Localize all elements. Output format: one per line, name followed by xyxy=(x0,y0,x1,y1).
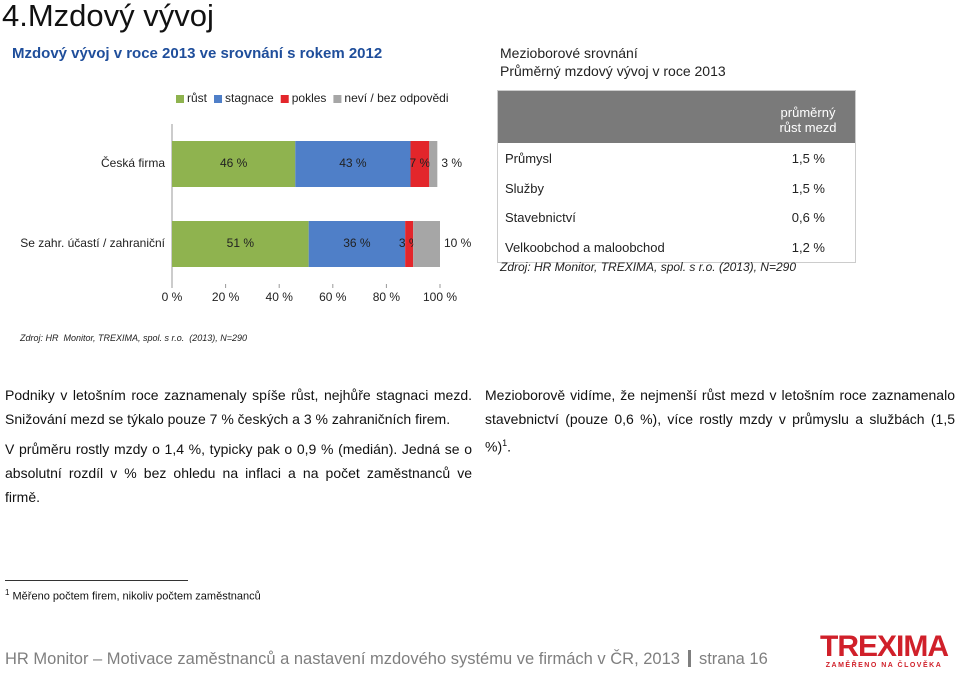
right-title: Mezioborové srovnání Průměrný mzdový výv… xyxy=(500,44,726,80)
legend-swatch xyxy=(333,95,342,103)
left-title: Mzdový vývoj v roce 2013 ve srovnání s r… xyxy=(12,45,383,62)
x-tick-label: 0 % xyxy=(162,290,183,304)
note-ref: 1 xyxy=(502,438,508,448)
x-tick-label: 20 % xyxy=(212,290,240,304)
table-header-line: průměrný xyxy=(780,105,836,120)
footer-text: HR Monitor – Motivace zaměstnanců a nast… xyxy=(5,650,680,668)
table-header-line: růst mezd xyxy=(779,120,837,135)
table: průměrný růst mezd Průmysl 1,5 % Služby 1,5… xyxy=(497,90,856,263)
page-number: strana 16 xyxy=(698,650,768,668)
table-row: Velkoobchod a maloobchod 1,2 % xyxy=(498,232,855,262)
legend-swatch xyxy=(176,95,184,103)
legend-label: pokles xyxy=(292,91,327,105)
bar-segment xyxy=(405,221,414,267)
paragraph-end: . xyxy=(507,438,512,455)
category-label: Se zahr. účastí / zahraniční xyxy=(20,236,165,250)
right-title-line: Průměrný mzdový vývoj v roce 2013 xyxy=(500,63,726,79)
value-label: 36 % xyxy=(343,236,371,250)
paragraph-text: Mezioborově vidíme, že nejmenší růst mez… xyxy=(485,387,955,455)
table-label: Velkoobchod a maloobchod xyxy=(505,239,665,255)
table-source: Zdroj: HR Monitor, TREXIMA, spol. s r.o.… xyxy=(500,260,796,274)
table-header: průměrný růst mezd xyxy=(498,91,855,143)
text-right: Mezioborově vidíme, že nejmenší růst mez… xyxy=(485,383,955,459)
value-label: 51 % xyxy=(227,236,255,250)
table-label: Průmysl xyxy=(505,151,552,166)
value-label: 43 % xyxy=(339,156,367,170)
value-label: 46 % xyxy=(220,156,248,170)
legend-swatch xyxy=(214,95,223,103)
footnote: 1 Měřeno počtem firem, nikoliv počtem za… xyxy=(5,588,261,603)
x-tick-label: 100 % xyxy=(423,290,457,304)
bar-segment xyxy=(295,141,411,187)
bar-segment xyxy=(172,221,309,267)
footnote-mark: 1 xyxy=(5,588,10,597)
value-label: 10 % xyxy=(444,236,472,250)
table-row: Průmysl 1,5 % xyxy=(498,143,855,173)
legend-label: neví / bez odpovědi xyxy=(344,91,448,105)
value-label: 3 % xyxy=(441,156,462,170)
logo: TREXIMA ZAMĚŘENO NA ČLOVĚKA xyxy=(820,630,949,670)
chart: 0 % 20 % 40 % 60 % 80 % 100 % růst stagnace pokl… xyxy=(20,91,472,304)
bar-segment xyxy=(410,141,430,187)
logo-tagline: ZAMĚŘENO NA ČLOVĚKA xyxy=(825,662,943,669)
footnote-text: Měřeno počtem firem, nikoliv počtem zamě… xyxy=(12,590,261,603)
table-value: 1,2 % xyxy=(791,239,825,255)
table-value: 0,6 % xyxy=(791,210,825,225)
x-tick-label: 80 % xyxy=(373,290,401,304)
x-tick-label: 60 % xyxy=(319,290,347,304)
right-title-line: Mezioborové srovnání xyxy=(500,45,638,61)
footnote-rule xyxy=(5,580,188,581)
table-row: Stavebnictví 0,6 % xyxy=(498,202,855,232)
paragraph: Podniky v letošním roce zaznamenaly spíš… xyxy=(5,387,472,427)
text-left: Podniky v letošním roce zaznamenaly spíš… xyxy=(5,383,472,509)
table-label: Stavebnictví xyxy=(505,210,576,225)
bar-segment xyxy=(172,141,296,187)
value-label: 7 % xyxy=(410,156,431,170)
bar-segment xyxy=(308,221,406,267)
table-body: Průmysl 1,5 % Služby 1,5 % Stavebnictví 0,6 %… xyxy=(498,143,855,261)
legend-swatch xyxy=(280,95,289,103)
bar-segment xyxy=(413,221,440,267)
bar-segment xyxy=(429,141,438,187)
table-label: Služby xyxy=(505,180,545,196)
paragraph: Mezioborově vidíme, že nejmenší růst mez… xyxy=(485,383,955,459)
table-value: 1,5 % xyxy=(791,180,825,196)
chart-source: Zdroj: HR Monitor, TREXIMA, spol. s r.o.… xyxy=(20,333,247,343)
category-label: Česká firma xyxy=(101,155,165,170)
legend-label: růst xyxy=(187,91,208,105)
legend-label: stagnace xyxy=(225,91,274,105)
paragraph: V průměru rostly mzdy o 1,4 %, typicky p… xyxy=(5,441,472,505)
heading: 4.Mzdový vývoj xyxy=(2,0,214,33)
x-tick-label: 40 % xyxy=(266,290,294,304)
table-row: Služby 1,5 % xyxy=(498,173,855,203)
table-value: 1,5 % xyxy=(791,151,825,166)
footer: HR Monitor – Motivace zaměstnanců a nast… xyxy=(5,650,768,669)
logo-name: TREXIMA xyxy=(820,630,949,663)
